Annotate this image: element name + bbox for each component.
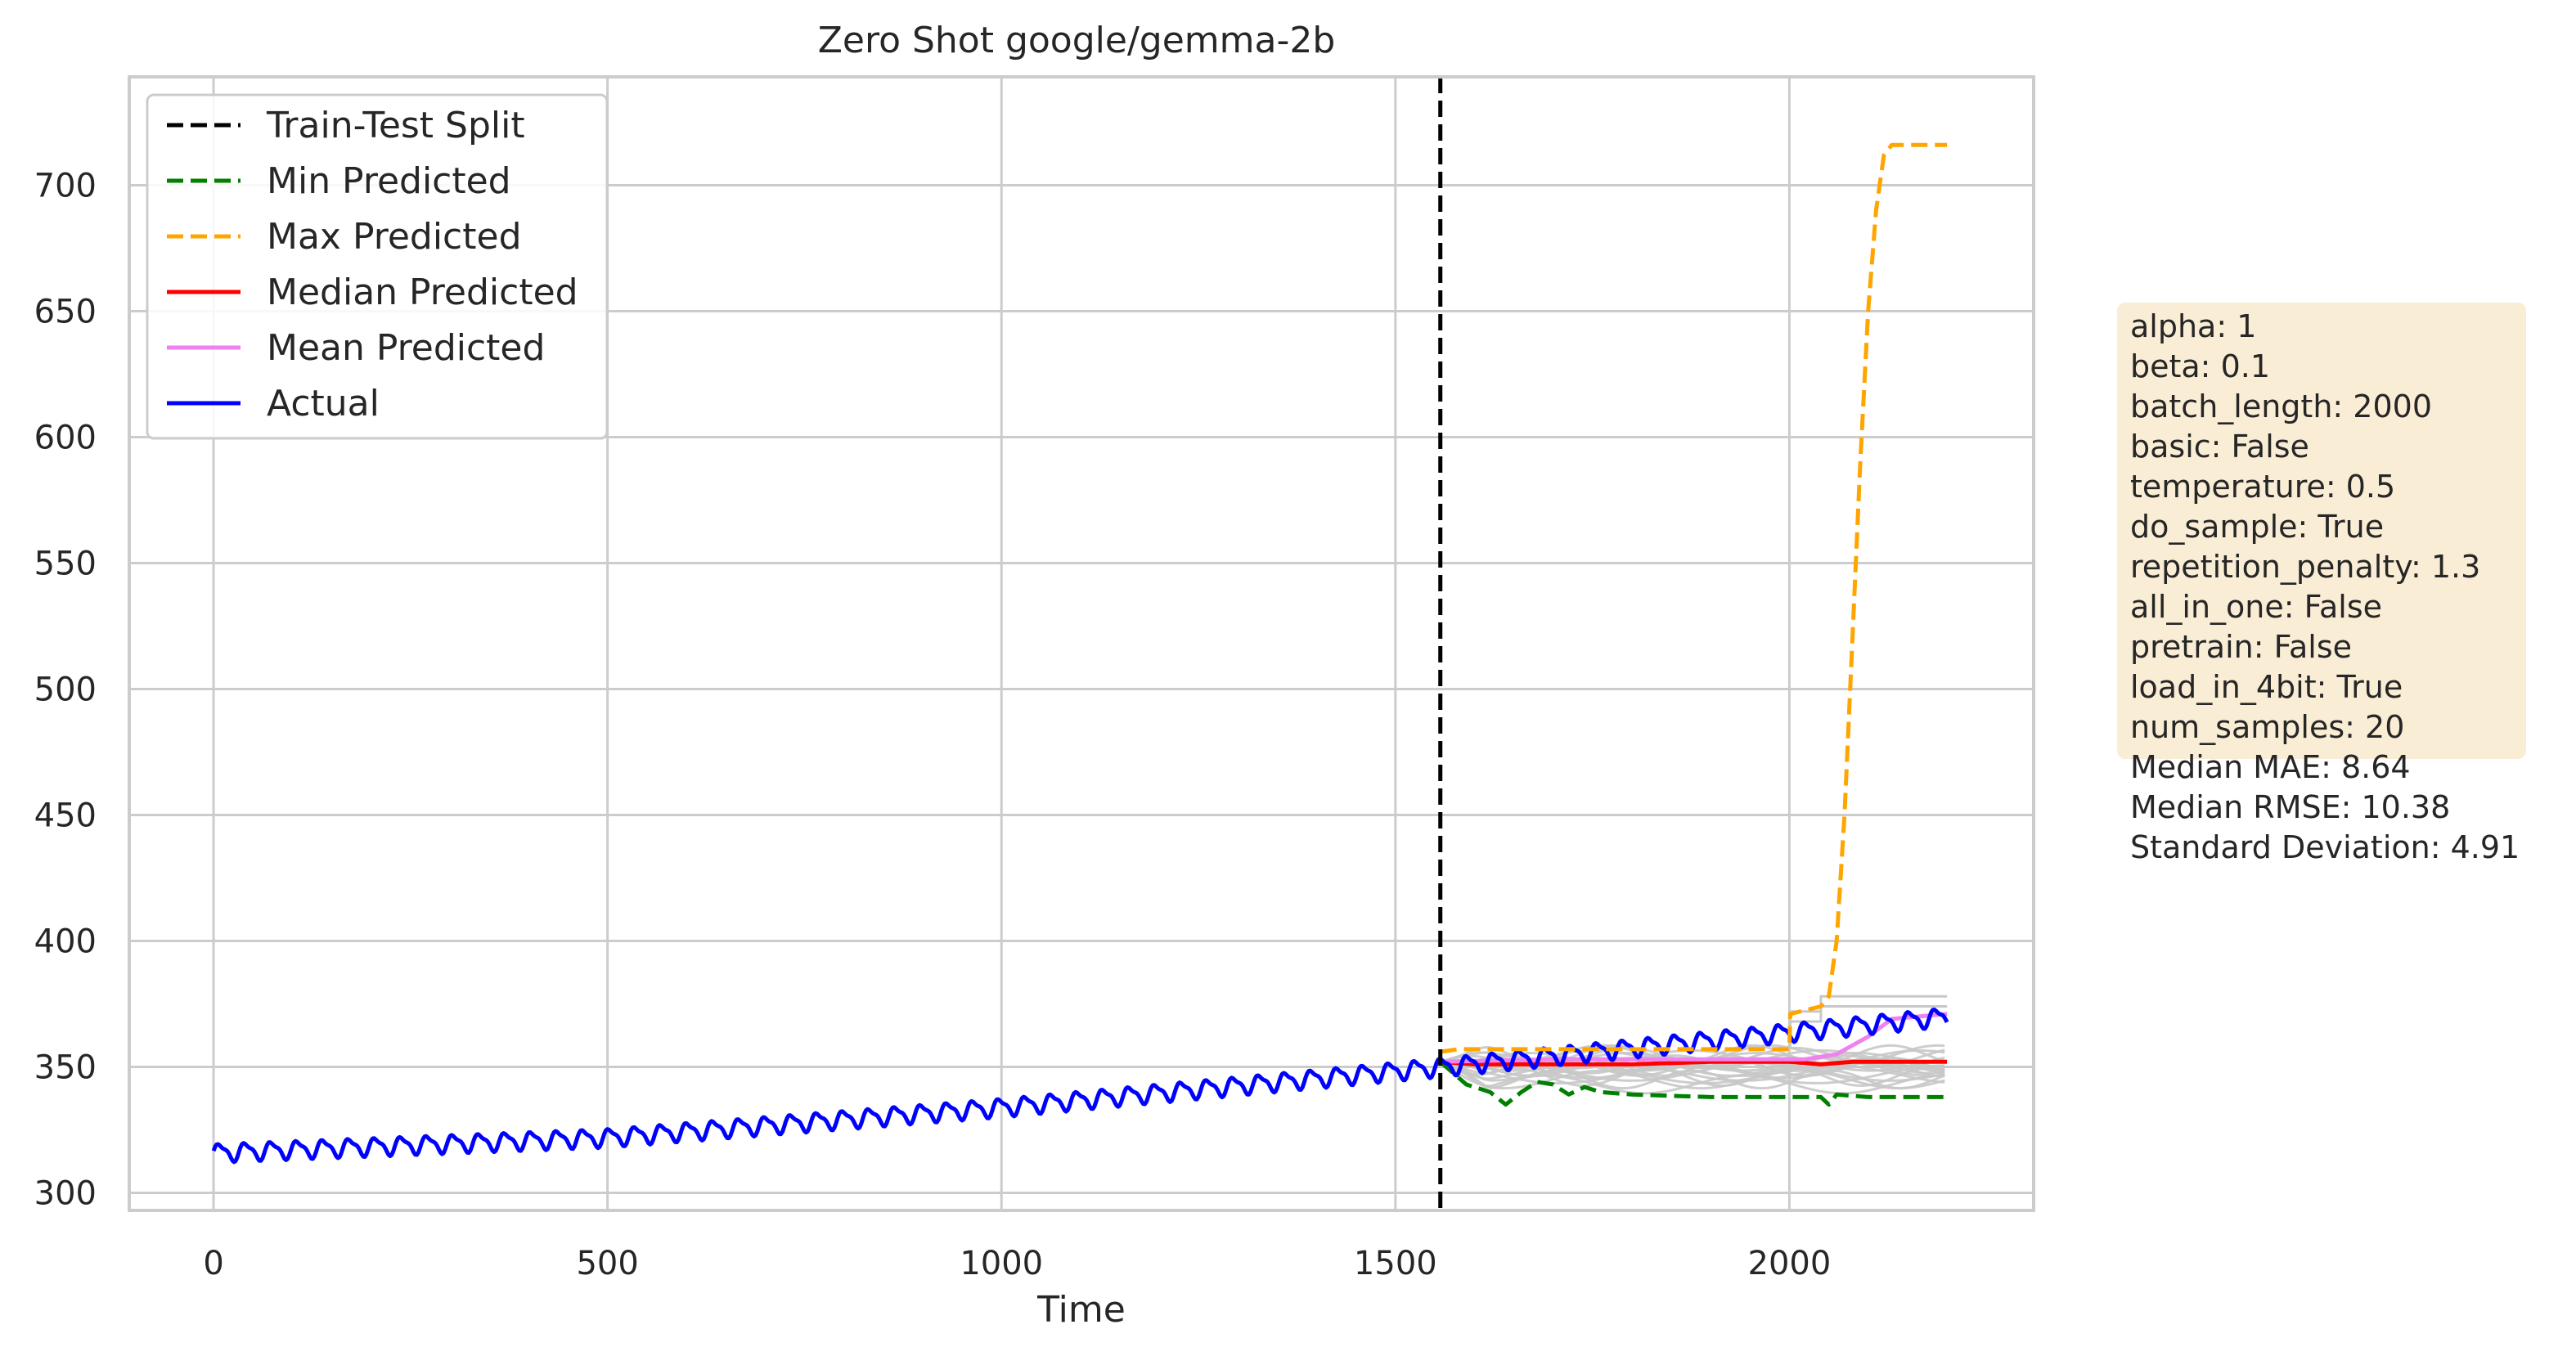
y-axis-ticks: 300 350 400 450 500 550 600 650 700 bbox=[34, 167, 97, 1212]
y-tick-label: 350 bbox=[34, 1048, 97, 1086]
x-tick-label: 2000 bbox=[1748, 1245, 1832, 1282]
y-tick-label: 400 bbox=[34, 923, 97, 960]
info-metric-line: Standard Deviation: 4.91 bbox=[2130, 829, 2520, 865]
y-tick-label: 700 bbox=[34, 167, 97, 204]
min-predicted-line bbox=[1439, 1060, 1948, 1107]
sample-forecast-line bbox=[1440, 1060, 1945, 1090]
sample-forecast-line bbox=[1439, 1061, 1945, 1095]
y-tick-label: 450 bbox=[34, 797, 97, 834]
legend: Train-Test Split Min Predicted Max Predict… bbox=[146, 93, 609, 440]
series-lines bbox=[211, 77, 1949, 1210]
info-param-line: all_in_one: False bbox=[2130, 589, 2382, 625]
x-tick-label: 0 bbox=[203, 1245, 223, 1282]
legend-label: Median Predicted bbox=[267, 272, 578, 313]
info-param-line: repetition_penalty: 1.3 bbox=[2130, 549, 2480, 585]
info-param-line: temperature: 0.5 bbox=[2130, 469, 2395, 505]
info-param-line: alpha: 1 bbox=[2130, 308, 2256, 344]
info-box-lines: alpha: 1 beta: 0.1 batch_length: 2000 basic… bbox=[2130, 308, 2520, 865]
sample-forecast-line bbox=[1440, 1060, 1945, 1088]
info-box: alpha: 1 beta: 0.1 batch_length: 2000 basic… bbox=[2117, 303, 2526, 865]
info-param-line: pretrain: False bbox=[2130, 629, 2352, 665]
x-tick-label: 1500 bbox=[1354, 1245, 1437, 1282]
chart-title: Zero Shot google/gemma-2b bbox=[818, 20, 1336, 61]
mean-predicted-line bbox=[1440, 1012, 1948, 1064]
x-tick-label: 500 bbox=[576, 1245, 638, 1282]
y-tick-label: 650 bbox=[34, 293, 97, 330]
legend-label: Train-Test Split bbox=[266, 105, 525, 146]
info-param-line: load_in_4bit: True bbox=[2130, 669, 2403, 705]
plot-frame bbox=[128, 75, 2035, 1212]
info-param-line: do_sample: True bbox=[2130, 509, 2384, 545]
legend-entries: Train-Test Split Min Predicted Max Predict… bbox=[167, 105, 578, 424]
x-tick-label: 1000 bbox=[960, 1245, 1043, 1282]
info-param-line: num_samples: 20 bbox=[2130, 709, 2404, 745]
median-predicted-line bbox=[1440, 1059, 1948, 1066]
info-param-line: batch_length: 2000 bbox=[2130, 388, 2432, 424]
info-metric-line: Median MAE: 8.64 bbox=[2130, 749, 2411, 785]
y-tick-label: 550 bbox=[34, 545, 97, 582]
actual-line bbox=[211, 1008, 1949, 1165]
info-box-background bbox=[2117, 303, 2526, 759]
y-tick-label: 500 bbox=[34, 671, 97, 708]
legend-label: Actual bbox=[267, 383, 380, 424]
y-tick-label: 600 bbox=[34, 419, 97, 456]
legend-frame bbox=[146, 93, 609, 440]
sample-forecast-line bbox=[1440, 1048, 1945, 1070]
legend-label: Max Predicted bbox=[267, 216, 522, 258]
x-axis-label: Time bbox=[1036, 1289, 1126, 1331]
y-tick-label: 300 bbox=[34, 1174, 97, 1212]
legend-label: Mean Predicted bbox=[267, 327, 545, 369]
sample-forecast-line bbox=[1440, 1060, 1945, 1085]
legend-label: Min Predicted bbox=[267, 160, 511, 202]
x-axis-ticks: 0 500 1000 1500 2000 bbox=[203, 1245, 1831, 1282]
max-predicted-line bbox=[1440, 142, 1948, 1054]
info-param-line: basic: False bbox=[2130, 429, 2309, 465]
info-param-line: beta: 0.1 bbox=[2130, 348, 2270, 384]
info-metric-line: Median RMSE: 10.38 bbox=[2130, 789, 2450, 825]
